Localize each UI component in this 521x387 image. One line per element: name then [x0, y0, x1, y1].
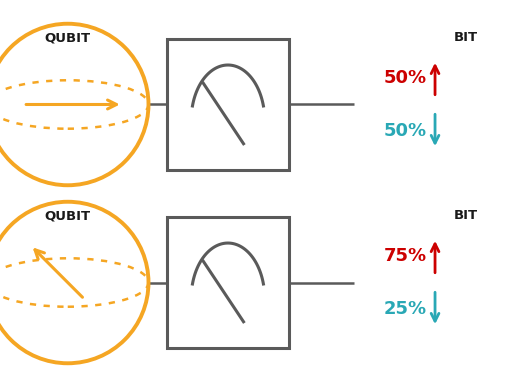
Text: QUBIT: QUBIT — [45, 31, 91, 45]
Text: 50%: 50% — [384, 69, 427, 87]
Bar — [167, 217, 289, 348]
Text: QUBIT: QUBIT — [45, 209, 91, 223]
Bar — [167, 39, 289, 170]
Text: 25%: 25% — [384, 300, 427, 318]
Text: BIT: BIT — [454, 209, 478, 223]
Text: BIT: BIT — [454, 31, 478, 45]
Text: 75%: 75% — [384, 247, 427, 265]
Text: 50%: 50% — [384, 122, 427, 140]
